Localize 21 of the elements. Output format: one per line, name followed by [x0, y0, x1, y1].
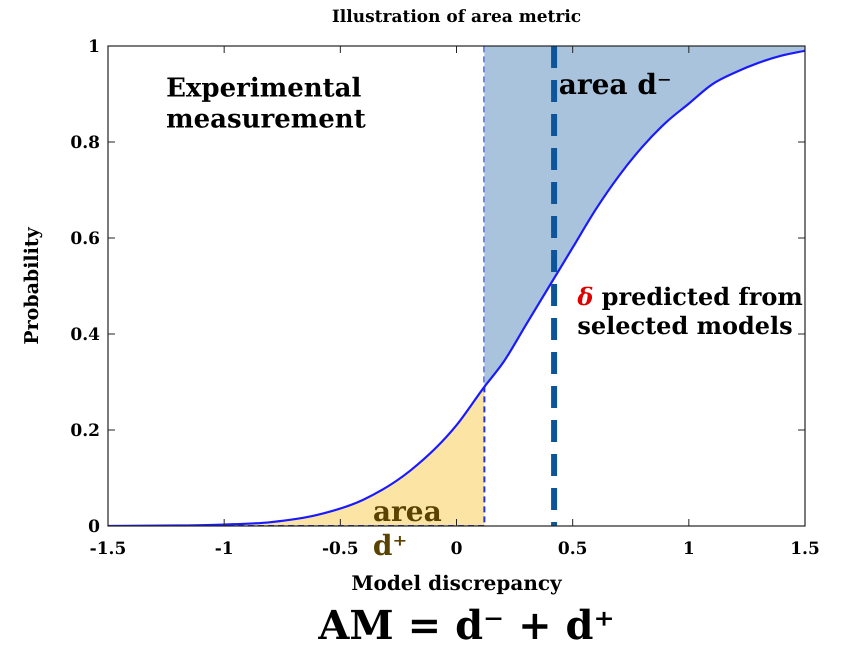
annotation: δ predicted from selected models	[576, 282, 803, 340]
y-tick-label: 0.8	[70, 133, 100, 153]
x-tick-label: 1.5	[790, 539, 820, 559]
y-tick-label: 1	[88, 37, 100, 57]
chart-title: Illustration of area metric	[332, 7, 582, 27]
y-axis-title: Probability	[21, 226, 43, 345]
annotation: area d⁻	[558, 68, 672, 101]
y-tick-label: 0.6	[70, 229, 100, 249]
x-tick-label: 1	[682, 539, 695, 559]
y-tick-label: 0	[88, 517, 100, 537]
x-tick-label: -1	[214, 539, 234, 559]
y-tick-label: 0.2	[70, 421, 100, 441]
text: AM = d⁻ + d⁺	[317, 602, 615, 649]
x-tick-label: -0.5	[322, 539, 359, 559]
annotation: area d⁺	[372, 495, 442, 562]
x-axis-title: Model discrepancy	[351, 571, 564, 595]
x-tick-label: 0.5	[558, 539, 588, 559]
annotation: Experimental measurement	[166, 73, 366, 135]
y-tick-label: 0.4	[70, 325, 100, 345]
x-tick-label: -1.5	[90, 539, 126, 559]
x-tick-label: 0	[450, 539, 463, 559]
